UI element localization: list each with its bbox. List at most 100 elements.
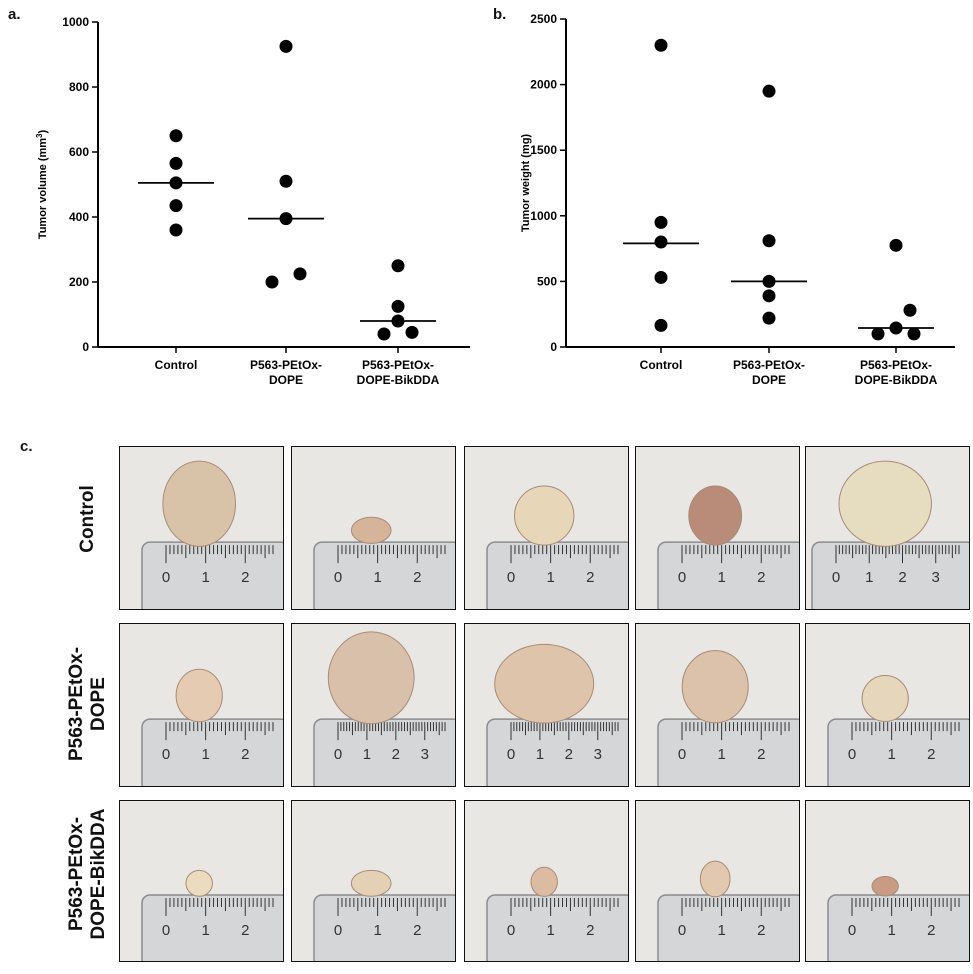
tumor-photo: 0 1 2 (635, 446, 800, 610)
ruler-number: 0 (334, 569, 342, 586)
row-label-line: Control (77, 485, 98, 553)
ruler-number: 0 (507, 569, 515, 586)
ruler-number: 1 (201, 569, 209, 586)
tumor-specimen (530, 866, 558, 897)
data-point (169, 156, 183, 170)
ruler-number: 1 (717, 746, 725, 763)
x-tick-label: P563-PEtOx- (362, 358, 434, 372)
photo-canvas: 0 1 2 3 (465, 624, 628, 786)
photo-canvas: 0 1 2 (636, 624, 799, 786)
panel-label-c: c. (20, 438, 33, 455)
y-axis-title-close: ) (37, 129, 49, 133)
tumor-photo: 0 1 2 (464, 446, 629, 610)
y-axis-title-superscript: 3 (35, 133, 44, 138)
photo-canvas: 0 1 2 (292, 447, 455, 609)
ruler (313, 541, 455, 609)
row-label: Control (77, 419, 99, 619)
photo-canvas: 0 1 2 (636, 801, 799, 961)
ruler-number: 2 (927, 922, 935, 939)
ruler-number: 2 (413, 569, 421, 586)
ruler (486, 894, 628, 961)
y-tick-label: 800 (69, 80, 89, 94)
tumor-specimen (699, 860, 731, 898)
ruler-number: 1 (887, 922, 895, 939)
ruler-number: 2 (586, 922, 594, 939)
y-tick-label: 2000 (530, 78, 557, 92)
data-point (654, 318, 668, 332)
y-axis-title-text: Tumor volume (mm (37, 138, 49, 239)
ruler-number: 1 (865, 569, 873, 586)
tumor-volume-chart: 0 200 400 600 800 1000 Tumor volume (mm3) Contr… (35, 15, 470, 387)
y-tick-label: 0 (82, 340, 89, 354)
ruler-number: 1 (363, 746, 371, 763)
ruler-number: 1 (546, 922, 554, 939)
ruler-number: 0 (507, 746, 515, 763)
ruler-number: 2 (241, 746, 249, 763)
photo-canvas: 0 1 2 3 (806, 447, 969, 609)
data-point (391, 314, 405, 328)
ruler-number: 2 (757, 746, 765, 763)
photo-canvas: 0 1 2 (120, 624, 283, 786)
tumor-specimen (681, 650, 749, 724)
tumor-photo: 0 1 2 (464, 800, 629, 962)
photo-canvas: 0 1 2 (636, 447, 799, 609)
ruler-number: 2 (757, 569, 765, 586)
y-tick-label: 400 (69, 210, 89, 224)
ruler-number: 0 (848, 922, 856, 939)
data-point (391, 299, 405, 313)
tumor-specimen (838, 460, 932, 547)
tumor-photo: 0 1 2 3 (464, 623, 629, 787)
ruler-number: 0 (162, 746, 170, 763)
ruler-number: 0 (162, 922, 170, 939)
tumor-photo: 0 1 2 (119, 446, 284, 610)
ruler (657, 541, 799, 609)
tumor-specimen (513, 485, 575, 546)
data-point (279, 174, 293, 188)
panel-label-a: a. (8, 6, 21, 23)
tumor-weight-chart: 0 500 1000 1500 2000 2500 Tumor weight (mg) Con… (520, 12, 955, 387)
ruler-number: 1 (536, 746, 544, 763)
y-axis-title: Tumor weight (mg) (520, 134, 532, 233)
photo-canvas: 0 1 2 (465, 801, 628, 961)
y-axis-title: Tumor volume (mm3) (35, 129, 50, 239)
ruler-number: 0 (678, 569, 686, 586)
photo-canvas: 0 1 2 (465, 447, 628, 609)
tumor-photo: 0 1 2 (805, 623, 970, 787)
ruler-number: 1 (717, 922, 725, 939)
data-point (903, 303, 917, 317)
x-tick-label: P563-PEtOx- (860, 358, 932, 372)
ruler (486, 541, 628, 609)
ruler-number: 2 (241, 569, 249, 586)
tumor-photo: 0 1 2 (119, 623, 284, 787)
data-point (293, 267, 307, 281)
ruler-number: 0 (507, 922, 515, 939)
ruler-number: 0 (848, 746, 856, 763)
tumor-photo: 0 1 2 (291, 446, 456, 610)
x-tick-label: DOPE-BikDDA (855, 373, 938, 387)
x-tick-label: P563-PEtOx- (733, 358, 805, 372)
row-label-line: P563-PEtOx- (66, 816, 87, 932)
data-point (889, 321, 903, 335)
tumor-specimen (871, 875, 899, 897)
ruler-number: 3 (421, 746, 429, 763)
data-point (377, 327, 391, 341)
ruler-number: 2 (586, 569, 594, 586)
data-point (391, 259, 405, 273)
ruler-number: 0 (334, 746, 342, 763)
data-point (654, 235, 668, 249)
data-point (871, 327, 885, 341)
photo-canvas: 0 1 2 (120, 801, 283, 961)
ruler-number: 2 (241, 922, 249, 939)
tumor-photo: 0 1 2 (635, 800, 800, 962)
photo-canvas: 0 1 2 (292, 801, 455, 961)
data-point (405, 325, 419, 339)
ruler-number: 0 (832, 569, 840, 586)
data-point (169, 176, 183, 190)
ruler-number: 1 (373, 922, 381, 939)
ruler (827, 718, 969, 786)
data-point (265, 275, 279, 289)
data-point (654, 215, 668, 229)
ruler-number: 0 (678, 746, 686, 763)
data-point (169, 199, 183, 213)
photo-canvas: 0 1 2 (120, 447, 283, 609)
